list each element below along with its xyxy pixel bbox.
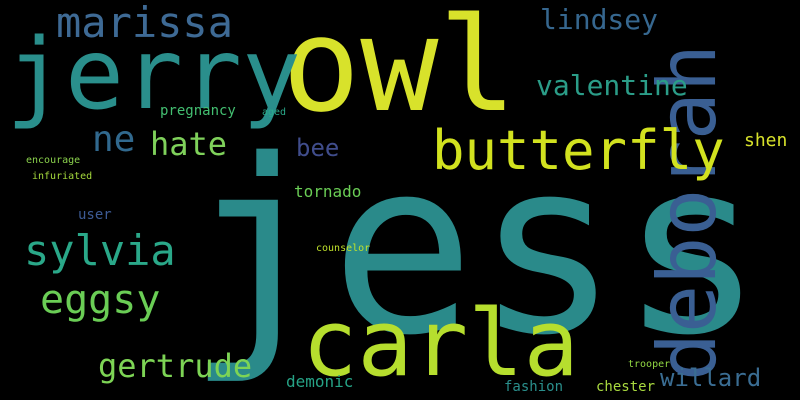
word: eggsy: [40, 277, 161, 323]
word: owl: [282, 0, 517, 141]
word: fashion: [504, 379, 564, 395]
word: shen: [744, 130, 788, 151]
word: marissa: [56, 0, 234, 47]
word: chester: [596, 379, 656, 395]
word: encourage: [26, 155, 81, 166]
word: jerry: [6, 18, 302, 132]
word: carla: [302, 290, 579, 397]
word: bee: [296, 134, 340, 162]
word: user: [78, 207, 112, 223]
word: infuriated: [32, 171, 93, 182]
word: counselor: [316, 243, 371, 254]
word: sylvia: [24, 226, 176, 275]
word: butterfly: [432, 119, 725, 182]
word: ne: [92, 119, 136, 160]
word: jess: [186, 108, 764, 388]
word: demonic: [286, 372, 354, 391]
word: tornado: [294, 182, 362, 201]
word: aged: [262, 107, 287, 118]
word: gertrude: [98, 347, 253, 385]
word: valentine: [536, 69, 688, 102]
word: willard: [660, 364, 762, 392]
word: trooper: [628, 359, 671, 370]
word: hate: [150, 125, 228, 163]
word: lindsey: [540, 3, 659, 36]
word: pregnancy: [160, 103, 236, 119]
